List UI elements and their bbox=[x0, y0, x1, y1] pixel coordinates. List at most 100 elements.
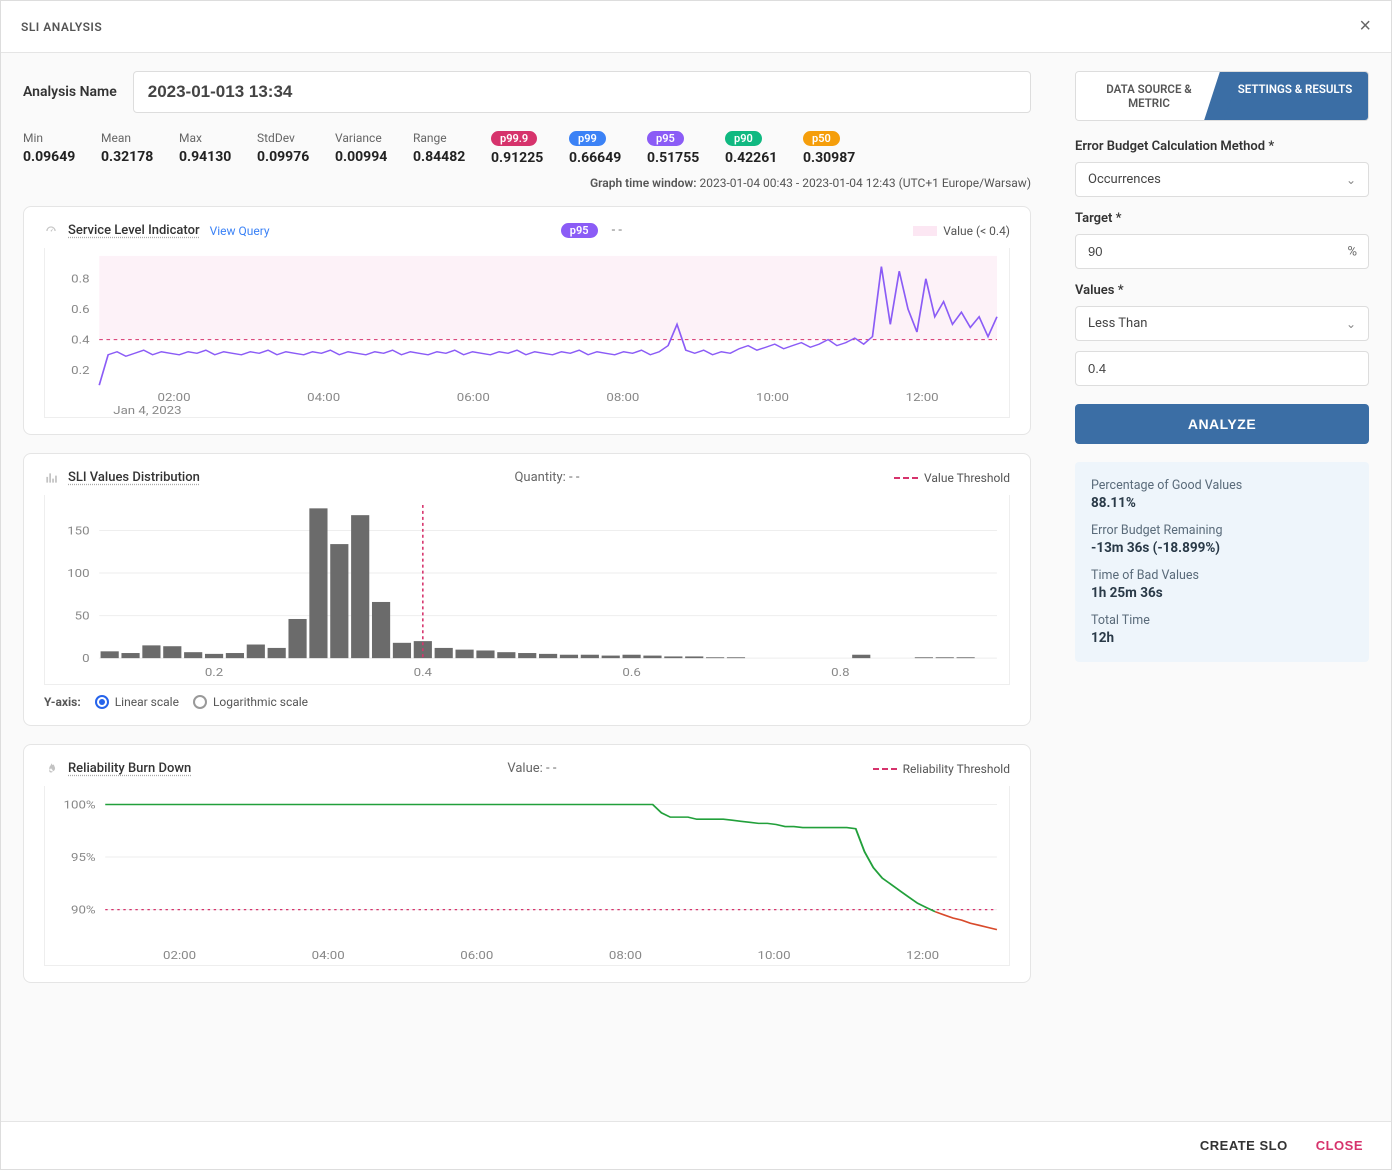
results-box: Percentage of Good Values88.11%Error Bud… bbox=[1075, 462, 1369, 662]
result-row: Error Budget Remaining-13m 36s (-18.899%… bbox=[1091, 523, 1353, 556]
dist-chart: 0501001500.20.40.60.8 bbox=[44, 495, 1010, 685]
dist-chart-title: SLI Values Distribution bbox=[68, 470, 200, 485]
result-row: Time of Bad Values1h 25m 36s bbox=[1091, 568, 1353, 601]
dist-legend: Value Threshold bbox=[894, 471, 1010, 485]
modal-title: SLI ANALYSIS bbox=[21, 20, 102, 34]
sli-chart-title: Service Level Indicator bbox=[68, 223, 200, 238]
svg-text:0: 0 bbox=[82, 652, 90, 665]
target-input[interactable] bbox=[1075, 234, 1369, 269]
values-op-value: Less Than bbox=[1088, 316, 1147, 331]
sli-chart-head: Service Level Indicator View Query p95 -… bbox=[44, 223, 1010, 238]
error-budget-select[interactable]: Occurrences ⌄ bbox=[1075, 162, 1369, 197]
svg-text:0.6: 0.6 bbox=[622, 666, 641, 679]
values-label: Values * bbox=[1075, 283, 1369, 298]
svg-text:08:00: 08:00 bbox=[609, 949, 642, 962]
tabs: DATA SOURCE & METRIC SETTINGS & RESULTS bbox=[1075, 71, 1369, 121]
stat-pill: p90 bbox=[725, 131, 762, 146]
left-column: Analysis Name Min0.09649 Mean0.32178 Max0.… bbox=[1, 53, 1053, 1121]
svg-text:02:00: 02:00 bbox=[163, 949, 196, 962]
stat-value: 0.91225 bbox=[491, 150, 559, 166]
sli-chart-panel: Service Level Indicator View Query p95 -… bbox=[23, 206, 1031, 435]
target-label: Target * bbox=[1075, 211, 1369, 226]
svg-text:04:00: 04:00 bbox=[307, 391, 340, 404]
stat-item: p990.66649 bbox=[569, 131, 637, 166]
sli-percentile-badge: p95 bbox=[561, 223, 598, 238]
stats-row: Min0.09649 Mean0.32178 Max0.94130 StdDev0.0… bbox=[23, 131, 1031, 166]
stat-item: Mean0.32178 bbox=[101, 131, 169, 166]
analysis-name-input[interactable] bbox=[133, 71, 1031, 113]
radio-icon bbox=[193, 695, 207, 709]
stat-item: p900.42261 bbox=[725, 131, 793, 166]
result-value: 12h bbox=[1091, 630, 1353, 646]
stat-value: 0.32178 bbox=[101, 149, 169, 165]
burn-chart-title: Reliability Burn Down bbox=[68, 761, 191, 776]
svg-text:90%: 90% bbox=[71, 904, 96, 917]
dist-chart-panel: SLI Values Distribution Quantity: - - Va… bbox=[23, 453, 1031, 726]
target-suffix: % bbox=[1347, 244, 1357, 259]
right-column: DATA SOURCE & METRIC SETTINGS & RESULTS … bbox=[1053, 53, 1391, 1121]
view-query-link[interactable]: View Query bbox=[210, 224, 270, 238]
scale-log-option[interactable]: Logarithmic scale bbox=[193, 695, 308, 709]
stat-item: Min0.09649 bbox=[23, 131, 91, 166]
analysis-name-row: Analysis Name bbox=[23, 71, 1031, 113]
modal-footer: CREATE SLO CLOSE bbox=[1, 1121, 1391, 1169]
bars-icon bbox=[44, 471, 58, 485]
stat-value: 0.00994 bbox=[335, 149, 403, 165]
tab-data-source[interactable]: DATA SOURCE & METRIC bbox=[1076, 72, 1222, 120]
result-label: Time of Bad Values bbox=[1091, 568, 1353, 583]
result-value: 88.11% bbox=[1091, 495, 1353, 511]
burn-legend: Reliability Threshold bbox=[873, 762, 1010, 776]
stat-item: p99.90.91225 bbox=[491, 131, 559, 166]
tab-settings-results[interactable]: SETTINGS & RESULTS bbox=[1222, 72, 1368, 120]
svg-text:0.2: 0.2 bbox=[205, 666, 224, 679]
chevron-down-icon: ⌄ bbox=[1346, 173, 1356, 187]
modal-header: SLI ANALYSIS × bbox=[1, 1, 1391, 53]
sli-legend-label: Value (< 0.4) bbox=[943, 224, 1010, 238]
svg-text:50: 50 bbox=[75, 610, 90, 623]
burn-legend-dash bbox=[873, 768, 897, 770]
svg-text:04:00: 04:00 bbox=[312, 949, 345, 962]
scale-log-label: Logarithmic scale bbox=[213, 695, 308, 709]
svg-text:12:00: 12:00 bbox=[906, 391, 939, 404]
svg-text:100%: 100% bbox=[64, 799, 96, 812]
svg-text:0.6: 0.6 bbox=[71, 303, 90, 316]
svg-text:150: 150 bbox=[67, 525, 90, 538]
stat-item: Max0.94130 bbox=[179, 131, 247, 166]
stat-value: 0.51755 bbox=[647, 150, 715, 166]
dist-legend-label: Value Threshold bbox=[924, 471, 1010, 485]
burn-legend-label: Reliability Threshold bbox=[903, 762, 1010, 776]
time-window: Graph time window: 2023-01-04 00:43 - 20… bbox=[23, 176, 1031, 190]
values-num-input[interactable] bbox=[1075, 351, 1369, 386]
yaxis-label: Y-axis: bbox=[44, 695, 81, 709]
sli-legend-swatch bbox=[913, 226, 937, 236]
create-slo-button[interactable]: CREATE SLO bbox=[1200, 1138, 1288, 1153]
stat-item: StdDev0.09976 bbox=[257, 131, 325, 166]
error-budget-value: Occurrences bbox=[1088, 172, 1161, 187]
svg-text:Jan 4, 2023: Jan 4, 2023 bbox=[113, 404, 181, 417]
close-icon[interactable]: × bbox=[1359, 15, 1371, 38]
svg-text:0.4: 0.4 bbox=[414, 666, 433, 679]
analysis-name-label: Analysis Name bbox=[23, 84, 117, 100]
svg-text:0.8: 0.8 bbox=[831, 666, 850, 679]
analyze-button[interactable]: ANALYZE bbox=[1075, 404, 1369, 444]
values-op-select[interactable]: Less Than ⌄ bbox=[1075, 306, 1369, 341]
sli-chart: 0.20.40.60.802:0004:0006:0008:0010:0012:… bbox=[44, 248, 1010, 418]
dist-quantity-label: Quantity: - - bbox=[514, 470, 579, 485]
stat-item: p950.51755 bbox=[647, 131, 715, 166]
svg-text:95%: 95% bbox=[71, 851, 96, 864]
stat-value: 0.09649 bbox=[23, 149, 91, 165]
burn-chart: 90%95%100%02:0004:0006:0008:0010:0012:00 bbox=[44, 786, 1010, 966]
gauge-icon bbox=[44, 224, 58, 238]
svg-text:06:00: 06:00 bbox=[457, 391, 490, 404]
burn-value-label: Value: - - bbox=[507, 761, 556, 776]
stat-item: Variance0.00994 bbox=[335, 131, 403, 166]
chevron-down-icon: ⌄ bbox=[1346, 317, 1356, 331]
scale-linear-option[interactable]: Linear scale bbox=[95, 695, 179, 709]
svg-text:0.8: 0.8 bbox=[71, 273, 90, 286]
error-budget-label: Error Budget Calculation Method * bbox=[1075, 139, 1369, 154]
flame-icon bbox=[44, 762, 58, 776]
stat-item: Range0.84482 bbox=[413, 131, 481, 166]
close-button[interactable]: CLOSE bbox=[1316, 1138, 1363, 1153]
sli-legend: Value (< 0.4) bbox=[913, 224, 1010, 238]
svg-text:06:00: 06:00 bbox=[460, 949, 493, 962]
